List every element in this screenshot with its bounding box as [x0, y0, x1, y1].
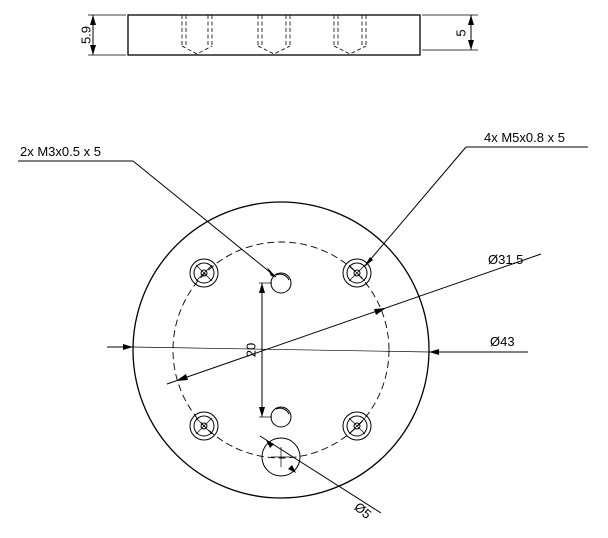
callout-m5-label: 4x M5x0.8 x 5 — [484, 130, 565, 145]
top-view: 20 Ø43 Ø31.5 Ø5 — [18, 130, 588, 522]
m5-hole-top-left — [189, 258, 219, 288]
m3-holes — [270, 272, 292, 428]
dimension-outer-diameter-label: Ø43 — [490, 334, 515, 349]
side-view-hidden-holes — [181, 15, 367, 55]
side-view: 5.9 5 — [78, 14, 478, 56]
dimension-hole-spacing: 20 — [243, 282, 272, 418]
callout-m3: 2x M3x0.5 x 5 — [18, 144, 277, 278]
m5-hole-top-right — [342, 258, 372, 288]
dimension-total-height-label: 5.9 — [78, 26, 93, 44]
dimension-center-hole-label: Ø5 — [351, 499, 374, 522]
dimension-thread-depth-label: 5 — [453, 29, 468, 36]
dimension-center-hole: Ø5 — [259, 435, 382, 522]
m5-holes — [189, 258, 372, 441]
callout-m3-label: 2x M3x0.5 x 5 — [20, 144, 101, 159]
m5-hole-bottom-left — [189, 411, 219, 441]
side-view-outline — [127, 14, 421, 56]
hidden-hole-3 — [333, 15, 367, 55]
m5-hole-bottom-right — [342, 411, 372, 441]
hidden-hole-2 — [257, 15, 291, 55]
outer-disc-outline — [132, 201, 430, 499]
dimension-bolt-circle-label: Ø31.5 — [488, 252, 523, 267]
dimension-bolt-circle: Ø31.5 — [166, 252, 542, 385]
center-hole — [261, 437, 301, 477]
callout-m5: 4x M5x0.8 x 5 — [363, 130, 588, 268]
hidden-hole-1 — [181, 15, 213, 55]
dimension-outer-diameter: Ø43 — [107, 334, 528, 355]
dimension-thread-depth: 5 — [422, 14, 478, 51]
m3-hole-lower — [270, 406, 292, 428]
dimension-total-height: 5.9 — [78, 14, 126, 56]
